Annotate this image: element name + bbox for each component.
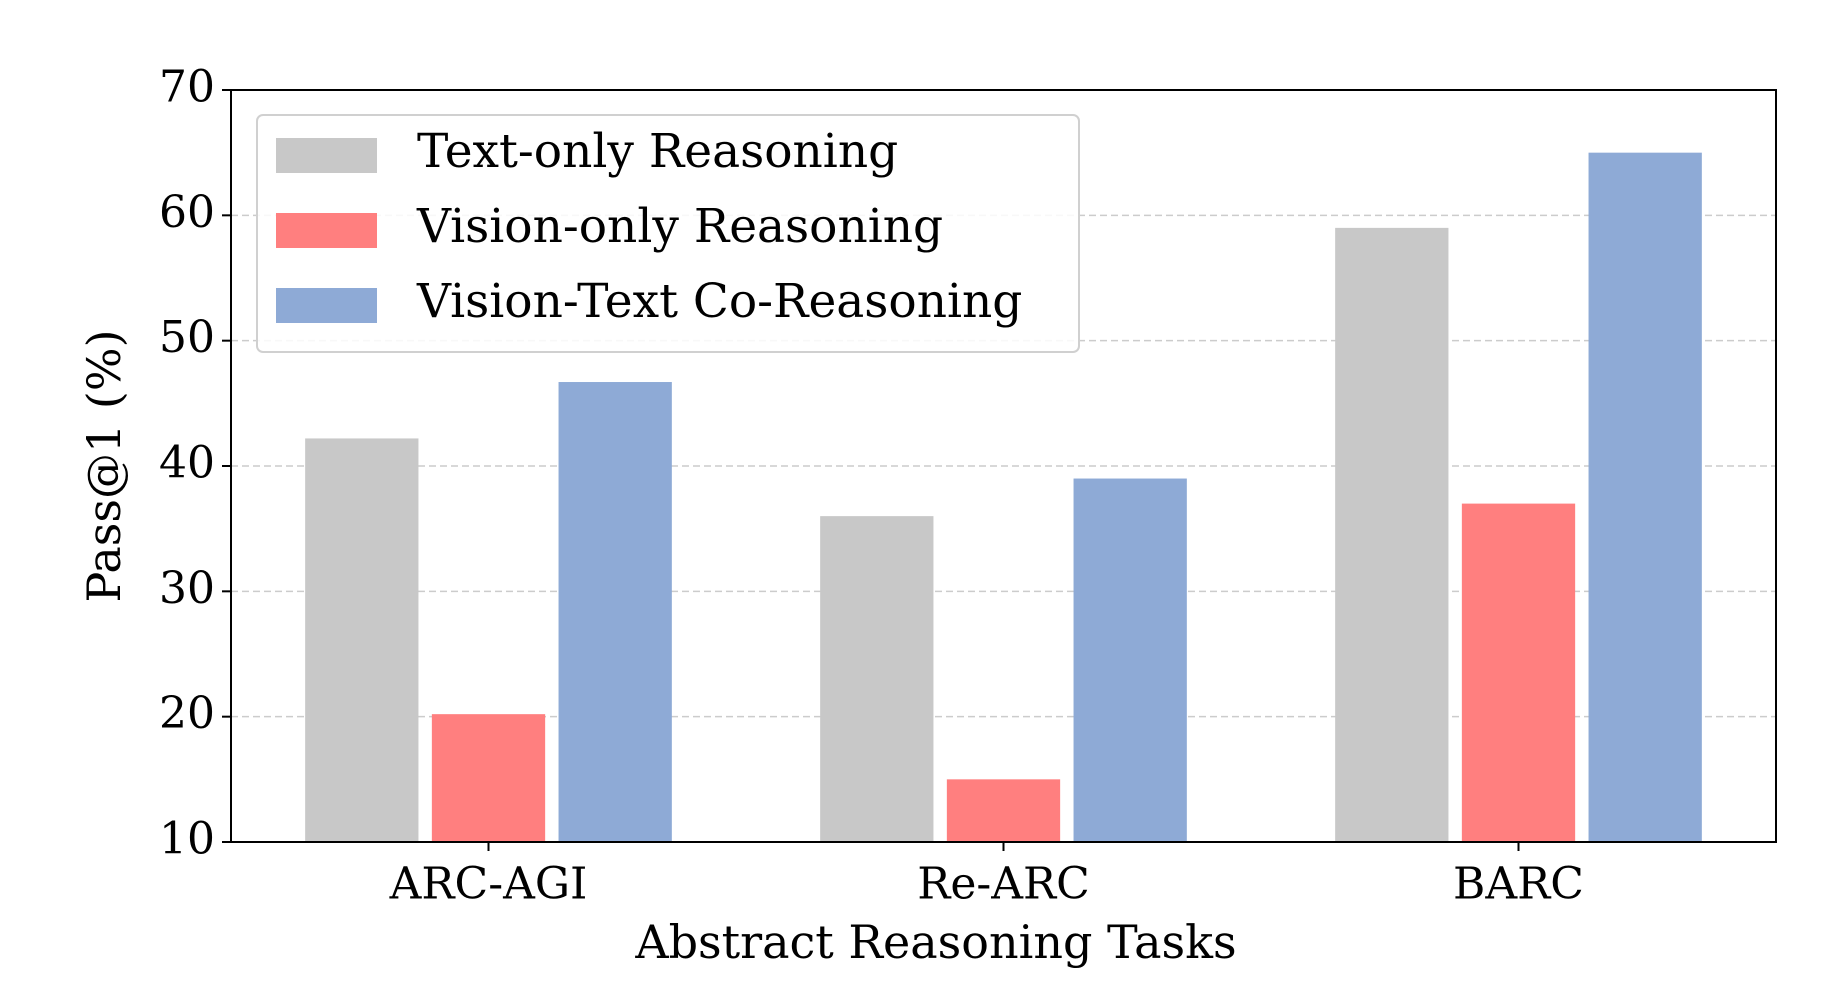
bar [946, 779, 1061, 842]
y-tick-label: 40 [159, 438, 215, 489]
legend-swatch [276, 213, 377, 248]
y-tick-label: 70 [159, 62, 215, 113]
x-tick-label: ARC-AGI [389, 859, 588, 910]
legend-label: Text-only Reasoning [417, 124, 898, 179]
legend-swatch [276, 288, 377, 323]
bar [820, 516, 934, 842]
legend-label: Vision-Text Co-Reasoning [416, 274, 1022, 329]
y-tick-label: 10 [159, 814, 215, 865]
bar [1335, 227, 1449, 842]
bar [431, 714, 546, 842]
y-tick-label: 60 [159, 187, 215, 238]
y-tick-label: 50 [159, 312, 215, 363]
bar [558, 382, 672, 842]
legend-swatch [276, 138, 377, 173]
plot-frame [230, 89, 1777, 843]
y-axis-label: Pass@1 (%) [77, 329, 131, 602]
bar [1588, 152, 1702, 842]
bar [1461, 503, 1576, 842]
legend-label: Vision-only Reasoning [416, 199, 943, 254]
y-tick-label: 20 [159, 688, 215, 739]
legend-box [256, 114, 1080, 353]
bar [305, 438, 419, 842]
x-tick-label: Re-ARC [917, 859, 1090, 910]
x-tick-label: BARC [1453, 859, 1584, 910]
x-axis-label: Abstract Reasoning Tasks [634, 915, 1236, 969]
bar [1073, 478, 1187, 842]
y-tick-label: 30 [159, 563, 215, 614]
